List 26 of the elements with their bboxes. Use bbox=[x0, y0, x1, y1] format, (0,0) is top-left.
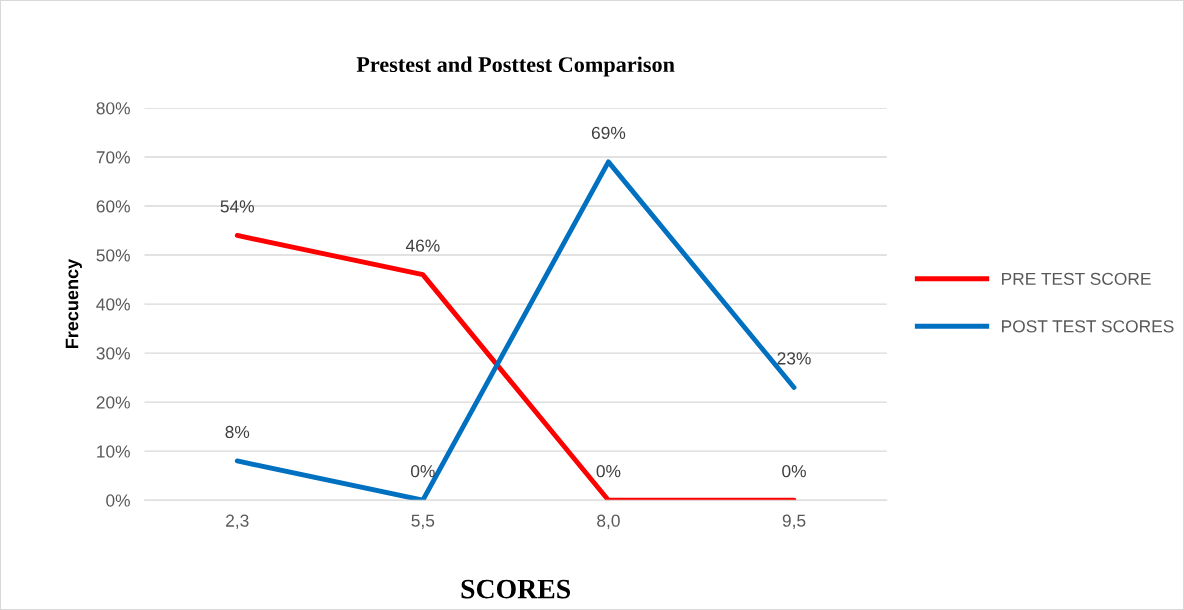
y-tick-label: 0% bbox=[106, 494, 130, 507]
data-label: 0% bbox=[596, 465, 621, 478]
y-tick-label: 40% bbox=[96, 298, 130, 311]
y-tick-label: 70% bbox=[96, 151, 130, 164]
x-tick-label: 8,0 bbox=[597, 514, 620, 529]
data-label: 23% bbox=[777, 352, 811, 365]
x-tick-label: 5,5 bbox=[411, 514, 435, 529]
y-tick-label: 80% bbox=[96, 102, 130, 115]
y-tick-label: 60% bbox=[96, 200, 130, 213]
y-tick-label: 30% bbox=[96, 347, 130, 360]
data-label: 0% bbox=[782, 465, 806, 478]
chart-title: Prestest and Posttest Comparison bbox=[356, 56, 675, 77]
data-label: 69% bbox=[591, 126, 626, 140]
x-axis-title: SCORES bbox=[461, 579, 571, 599]
data-label: 8% bbox=[225, 425, 250, 439]
data-label: 54% bbox=[220, 200, 254, 213]
y-axis-title: Frecuency bbox=[65, 259, 82, 349]
legend-label: PRE TEST SCORE bbox=[1002, 272, 1151, 286]
legend-label: POST TEST SCORES bbox=[1002, 320, 1174, 333]
y-tick-label: 10% bbox=[97, 445, 130, 458]
data-label: 0% bbox=[410, 465, 435, 478]
x-tick-label: 9,5 bbox=[782, 514, 806, 529]
data-label: 46% bbox=[405, 239, 440, 252]
x-tick-label: 2,3 bbox=[226, 514, 249, 529]
y-tick-label: 20% bbox=[96, 396, 130, 409]
y-tick-label: 50% bbox=[96, 249, 130, 262]
